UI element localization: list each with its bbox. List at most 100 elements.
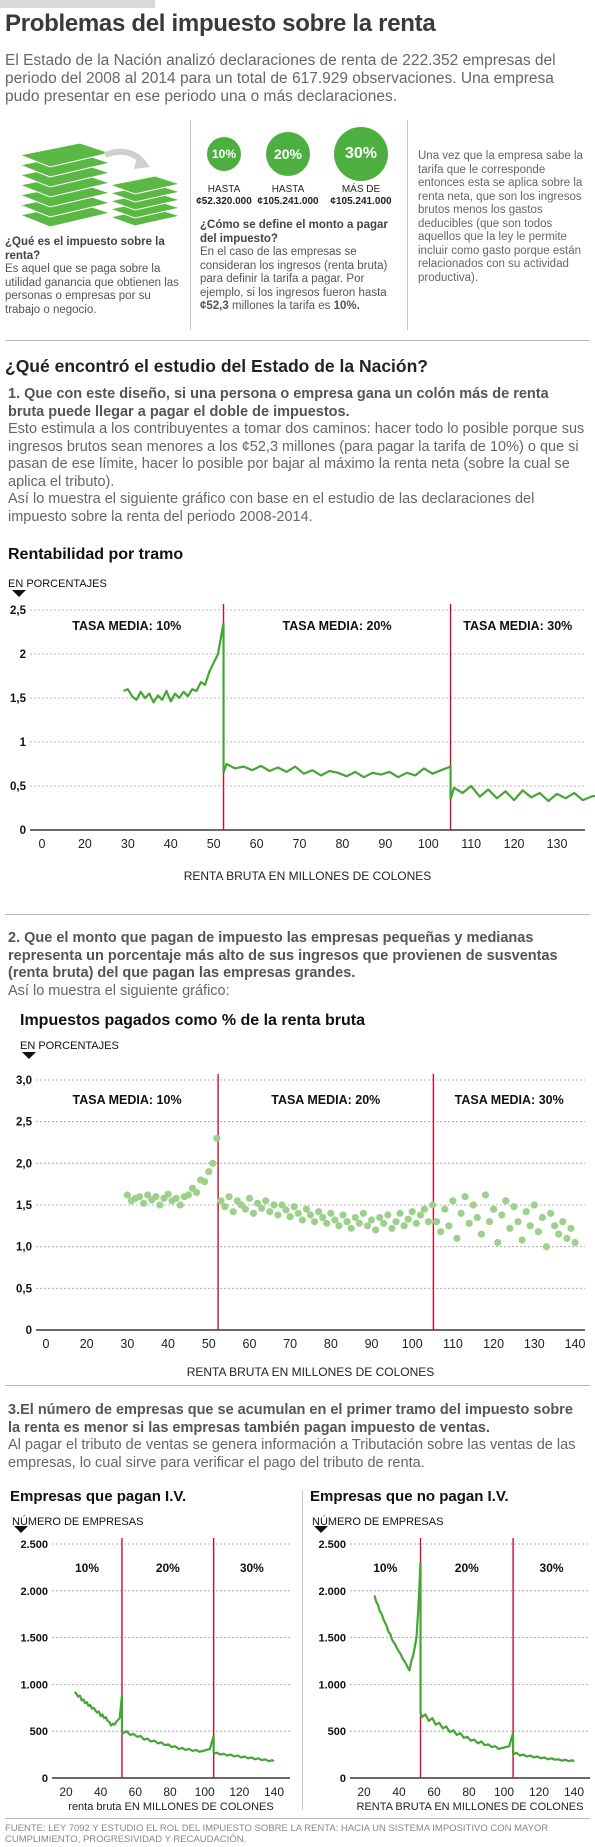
data-point xyxy=(327,1209,335,1217)
y-tick-label: 500 xyxy=(30,1726,48,1738)
x-tick-label: 50 xyxy=(207,837,221,851)
data-point xyxy=(485,1218,494,1226)
data-point xyxy=(555,1230,563,1238)
y-tick-label: 2,0 xyxy=(16,1158,32,1170)
y-tick-label: 2.000 xyxy=(318,1586,346,1598)
divider xyxy=(407,120,408,330)
divider xyxy=(5,340,590,341)
chart-4-title: Empresas que no pagan I.V. xyxy=(310,1488,509,1505)
data-point xyxy=(396,1209,404,1217)
data-point xyxy=(266,1208,274,1216)
data-point xyxy=(465,1219,473,1227)
divider xyxy=(190,120,191,330)
data-point xyxy=(384,1211,392,1219)
data-point xyxy=(457,1209,465,1217)
data-point xyxy=(441,1205,449,1213)
y-tick-label: 1.000 xyxy=(20,1679,48,1691)
series-line xyxy=(449,784,595,803)
data-point xyxy=(494,1238,502,1247)
data-point xyxy=(567,1224,575,1232)
study-heading: ¿Qué encontró el estudio del Estado de l… xyxy=(5,356,428,376)
data-point xyxy=(498,1211,506,1219)
x-tick-label: 130 xyxy=(524,1337,545,1351)
divider xyxy=(5,1385,590,1386)
data-point xyxy=(205,1168,213,1176)
data-point xyxy=(551,1222,559,1230)
series-line xyxy=(123,623,225,704)
zone-label: 20% xyxy=(156,1561,180,1575)
chart-2-impuestos-pagados: 0 0,5 1,0 1,5 2,0 2,5 3,0 0 20 30 40 50 60 70 80 90 100 1… xyxy=(16,1052,585,1379)
x-tick-label: 30 xyxy=(121,837,135,851)
data-point xyxy=(355,1219,363,1227)
money-stack-illustration xyxy=(18,142,182,228)
data-point xyxy=(274,1211,282,1219)
zone-label: TASA MEDIA: 30% xyxy=(463,619,572,633)
y-axis-marker xyxy=(12,590,26,597)
x-tick-label: 60 xyxy=(427,1785,441,1799)
data-point xyxy=(445,1222,453,1230)
data-point xyxy=(563,1234,571,1242)
y-tick-label: 2,5 xyxy=(16,1117,33,1129)
y-tick-label: 2 xyxy=(20,649,26,661)
data-point xyxy=(278,1201,286,1209)
x-tick-label: 140 xyxy=(564,1785,584,1799)
data-point xyxy=(400,1222,408,1230)
x-tick-label: 110 xyxy=(461,837,481,851)
y-tick-label: 2.500 xyxy=(318,1539,346,1551)
x-tick-label: 100 xyxy=(494,1785,514,1799)
rate-label-30: MÁS DE ¢105.241.000 xyxy=(330,184,392,207)
zone-label: TASA MEDIA: 30% xyxy=(455,1093,564,1107)
data-point xyxy=(538,1213,547,1222)
chart-3-title: Empresas que pagan I.V. xyxy=(10,1488,187,1505)
y-tick-label: 0 xyxy=(26,1325,32,1337)
finding-3: 3.El número de empresas que se acumulan … xyxy=(8,1402,576,1471)
chart-1-title: Rentabilidad por tramo xyxy=(8,546,184,563)
page-title: Problemas del impuesto sobre la renta xyxy=(5,10,436,37)
data-point xyxy=(249,1209,258,1217)
x-tick-label: 120 xyxy=(504,837,525,851)
rate-circle-20: 20% xyxy=(266,132,310,176)
data-point xyxy=(522,1208,530,1216)
data-point xyxy=(372,1226,380,1234)
data-point xyxy=(351,1213,359,1222)
data-point xyxy=(152,1193,160,1201)
data-point xyxy=(547,1209,555,1217)
rate-circle-30: 30% xyxy=(334,127,388,181)
chart-4-ylabel: NÚMERO DE EMPRESAS xyxy=(312,1516,444,1528)
how-defined-question: ¿Cómo se define el monto a pagar del imp… xyxy=(200,219,388,245)
x-tick-label: 130 xyxy=(547,837,568,851)
y-axis-marker xyxy=(14,1526,28,1533)
data-point xyxy=(140,1199,148,1207)
chart-4-empresas-no-pagan-iv: 0 500 1.000 1.500 2.000 2.500 20 40 60 80 100 120 14… xyxy=(314,1526,590,1813)
chart-1-rentabilidad: 0 0,5 1 1,5 2 2,5 0 20 30 40 50 60 70 80 90 100 110 120 13… xyxy=(10,590,595,883)
data-point xyxy=(424,1218,433,1226)
zone-label: 10% xyxy=(373,1561,397,1575)
data-point xyxy=(392,1218,400,1226)
zone-label: 30% xyxy=(540,1561,564,1575)
divider xyxy=(5,1818,590,1819)
data-point xyxy=(144,1191,152,1199)
x-tick-label: 20 xyxy=(357,1785,371,1799)
data-point xyxy=(380,1219,388,1227)
y-tick-label: 0 xyxy=(20,825,26,837)
zone-label: TASA MEDIA: 20% xyxy=(283,619,392,633)
net-income-explanation: Una vez que la empresa sabe la tarifa qu… xyxy=(418,150,583,284)
data-point xyxy=(241,1205,249,1213)
x-axis-label: RENTA BRUTA EN MILLONES DE COLONES xyxy=(357,1801,584,1813)
data-point xyxy=(510,1203,518,1211)
series-line xyxy=(121,1730,215,1753)
data-point xyxy=(359,1209,367,1217)
data-point xyxy=(412,1219,420,1227)
x-tick-label: 90 xyxy=(365,1337,379,1351)
x-tick-label: 100 xyxy=(402,1337,423,1351)
y-tick-label: 1 xyxy=(20,737,27,749)
x-tick-label: 80 xyxy=(163,1785,177,1799)
data-point xyxy=(429,1201,437,1209)
chart-3-ylabel: NÚMERO DE EMPRESAS xyxy=(12,1516,144,1528)
y-tick-label: 2,5 xyxy=(10,605,27,617)
data-point xyxy=(449,1197,457,1205)
x-tick-label: 110 xyxy=(443,1337,463,1351)
data-point xyxy=(319,1213,327,1222)
chart-2-title: Impuestos pagados como % de la renta bru… xyxy=(20,1012,365,1029)
what-is-tax-block: ¿Qué es el impuesto sobre la renta? Es a… xyxy=(5,236,180,317)
